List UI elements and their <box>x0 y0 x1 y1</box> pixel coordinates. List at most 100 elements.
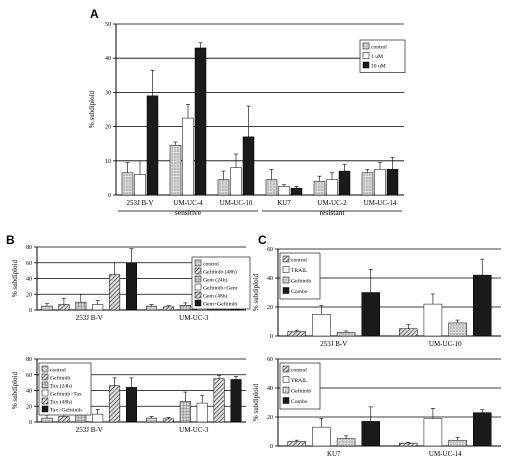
y-axis-label: % subdiploid <box>252 383 260 421</box>
y-axis-label: % subdiploid <box>88 90 96 128</box>
legend-swatch <box>194 299 202 307</box>
y-tick-label: 60 <box>267 247 273 253</box>
bar <box>374 169 386 196</box>
x-tick-label: 253J B-V <box>76 426 103 434</box>
bar <box>126 262 137 311</box>
legend-label: Gefitinib (48h) <box>203 269 237 276</box>
legend-label: Gem+Gefitinib <box>203 301 237 308</box>
bar <box>386 169 399 196</box>
chart-b-top: 0 20 40 60 80 % subdiploid 253J B-V UM-UC-3 cont… <box>11 245 251 322</box>
x-tick-label: KU7 <box>327 450 341 458</box>
y-tick-label: 80 <box>26 245 32 251</box>
legend-swatch <box>41 381 49 389</box>
bar <box>336 332 356 337</box>
legend-label: Combo <box>291 289 308 295</box>
y-tick-label: 60 <box>26 261 32 267</box>
legend-swatch <box>362 42 370 50</box>
bar <box>126 387 137 423</box>
y-tick-label: 20 <box>26 404 32 410</box>
bar <box>287 331 306 337</box>
bar <box>399 442 418 447</box>
bar <box>41 305 53 311</box>
bar <box>230 379 242 423</box>
x-tick-label: UM-UC-3 <box>179 314 209 322</box>
legend-label: Gefitinib>Tax <box>50 391 82 398</box>
y-tick-label: 40 <box>26 277 32 283</box>
bar <box>312 426 331 447</box>
legend-label: Gefitinib <box>291 278 311 285</box>
bar <box>146 95 159 196</box>
y-tick-label: 60 <box>26 373 32 379</box>
group-label: sensitive <box>175 208 202 217</box>
bar <box>423 418 443 447</box>
bar <box>265 179 278 196</box>
bar <box>399 328 418 337</box>
bar <box>326 179 338 196</box>
legend-swatch <box>282 376 290 383</box>
legend-label: 10 uM <box>371 64 386 70</box>
legend-label: Gefitinib <box>50 375 70 382</box>
bar <box>361 172 374 196</box>
legend-swatch <box>194 267 202 275</box>
bar <box>217 179 230 196</box>
legend-swatch <box>41 405 49 413</box>
bar <box>162 306 174 311</box>
y-tick-label: 20 <box>267 415 273 421</box>
legend-swatch <box>41 365 49 373</box>
bar <box>230 308 242 311</box>
chart-c-top: 0 20 40 60 % subdiploid 253J B-V UM-UC-10 contr… <box>252 247 501 348</box>
y-tick-label: 20 <box>105 125 111 131</box>
legend-label: Gem (24h) <box>203 277 228 284</box>
bar <box>290 187 303 196</box>
legend-swatch <box>362 52 370 59</box>
x-tick-label: KU7 <box>277 199 291 207</box>
y-axis-label: % subdiploid <box>11 259 19 297</box>
bar <box>146 417 157 423</box>
x-tick-label: 253J B-V <box>126 199 153 207</box>
group-label: resistant <box>320 208 346 217</box>
bar <box>134 174 146 196</box>
legend-swatch <box>282 266 290 273</box>
y-tick-label: 40 <box>267 276 273 282</box>
bar <box>423 303 443 337</box>
legend-label: TRAIL <box>291 378 308 384</box>
panel-letter-b: B <box>6 233 15 247</box>
bar <box>109 385 121 423</box>
y-axis-label: % subdiploid <box>252 273 260 311</box>
bar <box>58 304 70 311</box>
legend-label: control <box>291 258 307 264</box>
bar <box>92 304 104 311</box>
bar <box>278 186 290 196</box>
legend-swatch <box>282 287 290 294</box>
legend-label: Gefitinib <box>291 388 311 395</box>
bar <box>109 274 121 311</box>
bar <box>213 308 225 311</box>
bar <box>182 117 194 196</box>
y-tick-label: 80 <box>26 357 32 363</box>
bar <box>361 292 380 337</box>
x-tick-label: UM-UC-14 <box>364 199 397 207</box>
bar <box>361 421 380 447</box>
charts-layer: 0 10 20 30 40 50 % subdiploid 253J B-V UM-UC-4 UM… <box>11 22 501 458</box>
panel-letter-c: C <box>258 233 267 247</box>
bar <box>473 274 492 337</box>
legend-swatch <box>282 365 290 373</box>
chart-c-bottom: 0 20 40 60 % subdiploid KU7 UM-UC-14 control TRA… <box>252 357 501 458</box>
legend-label: control <box>371 45 387 51</box>
bar <box>338 170 351 196</box>
x-tick-label: UM-UC-10 <box>429 340 462 348</box>
bar <box>58 416 70 423</box>
bar <box>448 439 467 447</box>
y-tick-label: 50 <box>105 22 111 28</box>
bar <box>92 413 104 423</box>
legend-box <box>191 256 251 310</box>
bar <box>169 145 182 196</box>
y-tick-label: 40 <box>105 56 111 62</box>
y-tick-label: 40 <box>26 389 32 395</box>
bar <box>162 418 174 423</box>
legend-swatch <box>194 275 202 283</box>
bar <box>41 417 53 423</box>
bar <box>196 402 208 423</box>
bar <box>75 301 87 311</box>
legend-swatch <box>41 389 49 397</box>
